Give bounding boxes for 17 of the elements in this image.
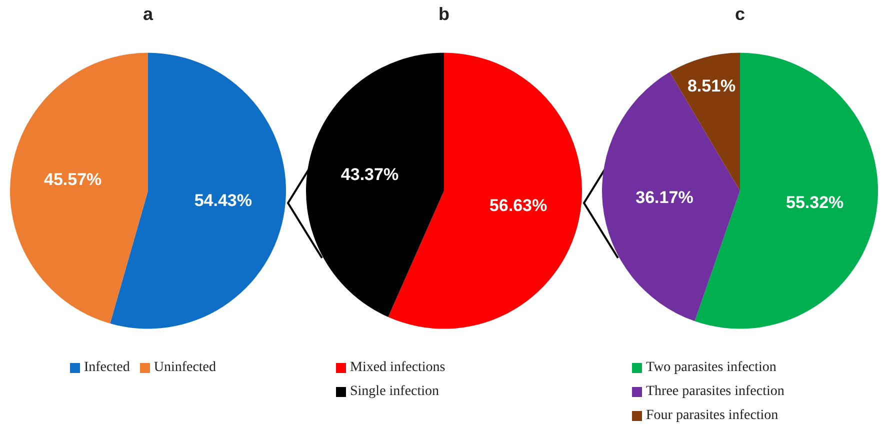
data-label: 8.51% bbox=[687, 76, 736, 96]
chart-title: c bbox=[734, 4, 746, 24]
data-label: 36.17% bbox=[636, 188, 694, 208]
legend-label: Uninfected bbox=[154, 360, 216, 376]
legend-label: Two parasites infection bbox=[646, 360, 776, 376]
legend-label: Four parasites infection bbox=[646, 408, 778, 424]
chart-title: b bbox=[438, 4, 450, 24]
data-label: 55.32% bbox=[786, 193, 844, 212]
data-label: 45.57% bbox=[44, 170, 102, 189]
chart-title: a bbox=[142, 4, 154, 24]
data-label: 56.63% bbox=[489, 196, 548, 216]
legend-label: Mixed infections bbox=[350, 360, 446, 376]
data-label: 54.43% bbox=[194, 191, 252, 210]
data-label: 43.37% bbox=[340, 164, 399, 184]
legend-label: Infected bbox=[84, 360, 130, 376]
legend-label: Three parasites infection bbox=[646, 384, 784, 400]
legend-label: Single infection bbox=[350, 384, 440, 400]
